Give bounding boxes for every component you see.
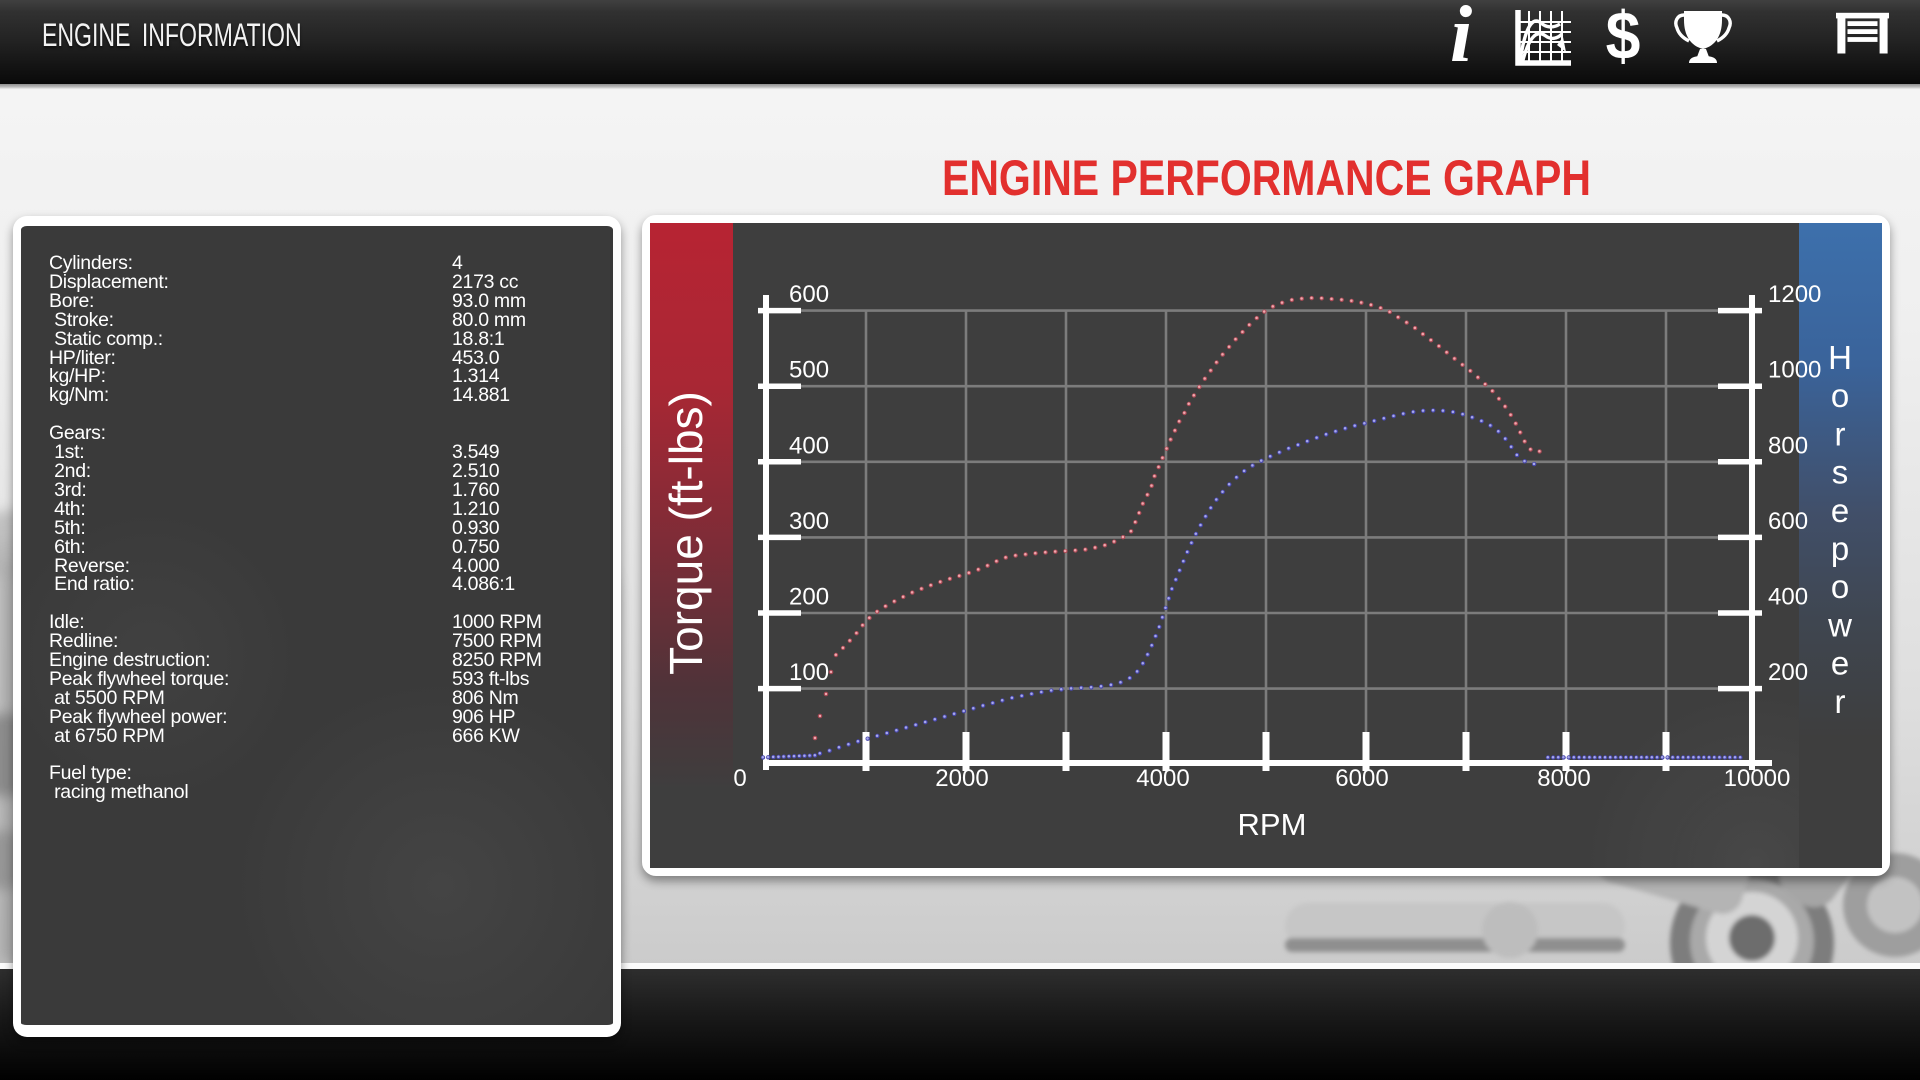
svg-text:400: 400 [789,432,829,459]
svg-text:600: 600 [1768,508,1808,535]
svg-text:s: s [1832,454,1849,491]
svg-text:1000: 1000 [1768,357,1821,384]
svg-text:e: e [1831,645,1849,682]
svg-text:8000: 8000 [1537,765,1590,792]
svg-text:300: 300 [789,508,829,535]
svg-text:400: 400 [1768,584,1808,611]
svg-text:RPM: RPM [1238,807,1307,842]
svg-text:6000: 6000 [1335,765,1388,792]
svg-text:Torque (ft-lbs): Torque (ft-lbs) [660,391,712,675]
svg-text:4000: 4000 [1136,765,1189,792]
svg-text:o: o [1831,377,1849,414]
svg-text:100: 100 [789,659,829,686]
svg-text:r: r [1835,415,1846,452]
svg-text:600: 600 [789,281,829,308]
svg-text:500: 500 [789,357,829,384]
svg-text:r: r [1835,683,1846,720]
svg-text:200: 200 [1768,659,1808,686]
svg-text:10000: 10000 [1724,765,1791,792]
svg-text:o: o [1831,568,1849,605]
svg-text:0: 0 [733,765,746,792]
svg-text:w: w [1827,606,1852,643]
svg-text:2000: 2000 [935,765,988,792]
svg-text:H: H [1828,339,1852,376]
svg-text:800: 800 [1768,432,1808,459]
svg-text:1200: 1200 [1768,281,1821,308]
svg-text:p: p [1831,530,1849,567]
svg-text:e: e [1831,492,1849,529]
svg-text:200: 200 [789,584,829,611]
